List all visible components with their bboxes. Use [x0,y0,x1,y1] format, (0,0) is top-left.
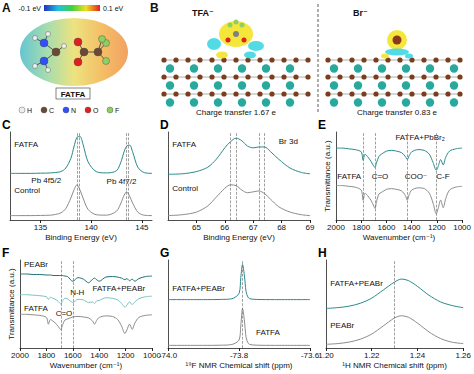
svg-text:FATFA+PbBr₂: FATFA+PbBr₂ [395,133,444,142]
svg-text:145: 145 [135,223,149,232]
svg-text:C=O: C=O [372,172,389,181]
svg-text:67: 67 [249,223,258,232]
svg-text:Pb 4f5/2: Pb 4f5/2 [31,176,61,185]
svg-text:1.26: 1.26 [455,351,471,360]
svg-text:COO⁻: COO⁻ [405,172,427,181]
svg-text:FATFA+PEABr: FATFA+PEABr [93,284,146,293]
svg-text:1000: 1000 [453,223,471,232]
svg-text:-73.8: -73.8 [230,351,249,360]
svg-text:C: C [49,107,54,114]
svg-text:E: E [318,118,326,132]
svg-text:Transmittance (a.u.): Transmittance (a.u.) [323,140,332,212]
svg-text:FATFA+PEABr: FATFA+PEABr [330,279,383,288]
svg-text:2000: 2000 [327,223,345,232]
svg-text:Br 3d: Br 3d [279,137,298,146]
svg-text:Control: Control [14,186,40,195]
svg-text:Pb 4f7/2: Pb 4f7/2 [107,177,137,186]
svg-text:FATFA: FATFA [24,304,49,313]
svg-text:1200: 1200 [428,223,446,232]
svg-text:0.1 eV: 0.1 eV [103,5,124,12]
svg-text:65: 65 [192,223,201,232]
svg-text:Wavenumber (cm⁻¹): Wavenumber (cm⁻¹) [363,233,436,242]
svg-text:¹⁹F NMR Chemical shift (ppm): ¹⁹F NMR Chemical shift (ppm) [186,361,293,370]
svg-text:Charge transfer 0.83 e: Charge transfer 0.83 e [357,108,438,117]
svg-text:2000: 2000 [11,351,29,360]
svg-text:-73.6: -73.6 [301,351,320,360]
svg-text:1.24: 1.24 [410,351,426,360]
svg-text:G: G [160,246,169,260]
svg-text:Charge transfer 1.67 e: Charge transfer 1.67 e [196,108,277,117]
svg-text:1800: 1800 [352,223,370,232]
svg-text:¹H NMR Chemical shift (ppm): ¹H NMR Chemical shift (ppm) [342,361,447,370]
svg-text:1800: 1800 [38,351,56,360]
svg-text:1400: 1400 [90,351,108,360]
svg-text:FATFA: FATFA [337,172,362,181]
svg-text:Br⁻: Br⁻ [353,8,368,18]
svg-text:-0.1 eV: -0.1 eV [18,5,41,12]
svg-text:N-H: N-H [70,288,84,297]
svg-text:F: F [2,246,9,260]
svg-text:FATFA: FATFA [14,140,39,149]
svg-text:N: N [71,107,76,114]
svg-text:FATFA: FATFA [256,328,281,337]
svg-text:1200: 1200 [117,351,135,360]
svg-text:Binding Energy (eV): Binding Energy (eV) [45,233,117,242]
svg-text:FATFA: FATFA [172,140,197,149]
svg-text:A: A [2,1,11,15]
svg-text:PEABr: PEABr [24,260,48,269]
svg-text:PEABr: PEABr [330,321,354,330]
svg-text:135: 135 [34,223,48,232]
svg-text:Transmittance (a.u.): Transmittance (a.u.) [7,268,16,340]
svg-text:FATFA+PEABr: FATFA+PEABr [172,284,225,293]
svg-text:H: H [27,107,32,114]
svg-text:O: O [93,107,99,114]
svg-text:D: D [160,118,169,132]
svg-text:1.20: 1.20 [318,351,334,360]
svg-text:Binding Energy (eV): Binding Energy (eV) [203,233,275,242]
svg-text:1600: 1600 [378,223,396,232]
svg-text:B: B [150,1,159,15]
svg-text:TFA⁻: TFA⁻ [192,8,214,18]
svg-text:C-F: C-F [436,172,449,181]
svg-text:H: H [318,246,327,260]
svg-text:F: F [115,107,119,114]
svg-text:1400: 1400 [403,223,421,232]
svg-text:66: 66 [220,223,229,232]
svg-text:C: C [2,118,11,132]
svg-text:Wavenumber (cm⁻¹): Wavenumber (cm⁻¹) [50,361,123,370]
svg-text:69: 69 [306,223,315,232]
svg-text:1000: 1000 [143,350,161,360]
svg-text:1600: 1600 [64,351,82,360]
svg-text:-74.0: -74.0 [159,351,178,360]
svg-text:1.22: 1.22 [364,351,380,360]
svg-text:FATFA: FATFA [61,90,86,99]
svg-text:Control: Control [172,184,198,193]
svg-text:C=O: C=O [56,309,73,318]
svg-text:140: 140 [84,223,98,232]
svg-text:68: 68 [277,223,286,232]
